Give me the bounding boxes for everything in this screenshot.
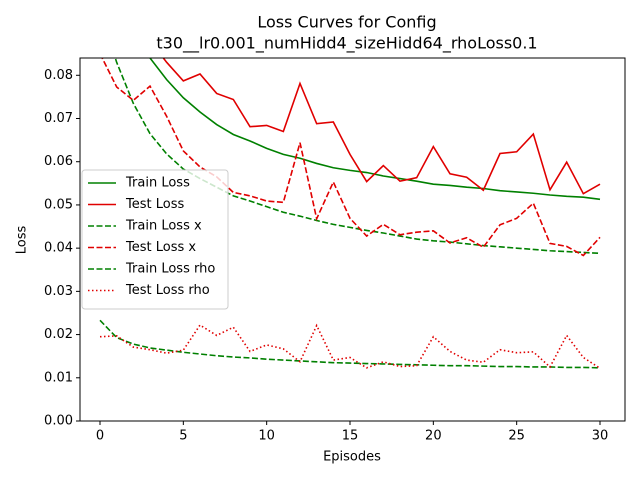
y-tick-label: 0.07 [44, 111, 73, 126]
y-tick-label: 0.02 [44, 327, 73, 342]
x-tick-label: 30 [592, 429, 609, 444]
series-line [149, 58, 601, 201]
x-tick-label: 5 [179, 429, 187, 444]
x-tick-label: 15 [342, 429, 359, 444]
series-line [101, 58, 601, 257]
x-tick-label: 10 [258, 429, 275, 444]
chart-subtitle: t30__lr0.001_numHidd4_sizeHidd64_rhoLoss… [156, 34, 537, 54]
legend-label: Train Loss [125, 176, 190, 191]
x-tick-label: 25 [508, 429, 525, 444]
plot-frame [79, 57, 626, 422]
x-tick-label: 20 [425, 429, 442, 444]
y-tick-label: 0.05 [44, 197, 73, 212]
legend-label: Test Loss rho [125, 283, 210, 298]
legend-label: Test Loss x [125, 240, 196, 255]
y-axis-label: Loss [15, 226, 30, 255]
y-tick-label: 0.03 [44, 284, 73, 299]
y-tick-label: 0.06 [44, 154, 73, 169]
y-tick-label: 0.00 [44, 414, 73, 429]
series-line [114, 58, 601, 255]
y-tick-label: 0.08 [44, 68, 73, 83]
x-tick-label: 0 [96, 429, 104, 444]
legend-label: Test Loss [125, 197, 184, 212]
plot-lines [99, 58, 601, 369]
x-axis-label: Episodes [323, 450, 381, 465]
y-tick-label: 0.04 [44, 241, 73, 256]
chart-title: Loss Curves for Config [257, 13, 436, 32]
series-line [99, 319, 601, 369]
legend-label: Train Loss x [125, 219, 202, 234]
legend-box [81, 169, 229, 310]
legend-label: Train Loss rho [125, 262, 215, 277]
y-tick-label: 0.01 [44, 370, 73, 385]
series-line [99, 323, 601, 369]
series-line [162, 58, 601, 195]
